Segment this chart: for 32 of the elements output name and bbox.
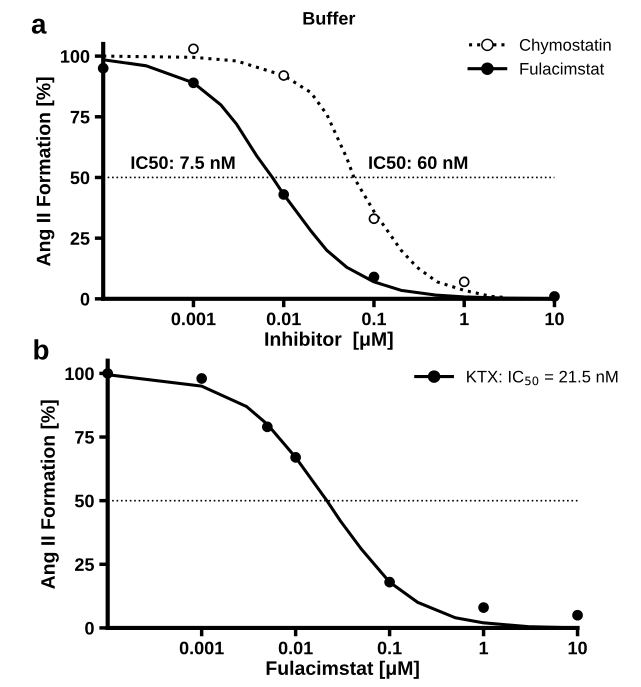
x-axis-title: Fulacimstat [μM]: [266, 660, 419, 679]
y-tick-label: 0: [85, 622, 94, 635]
x-tick-label: 0.001: [180, 642, 224, 654]
y-axis-title: Ang II Formation [%]: [40, 400, 59, 589]
y-tick-label: 50: [74, 494, 94, 508]
x-tick-label: 10: [546, 312, 564, 326]
y-tick-label: 0: [80, 292, 90, 306]
text: b: [34, 339, 48, 360]
x-tick-label: 0.01: [266, 312, 301, 326]
y-tick-label: 75: [75, 431, 94, 444]
x-axis-title: Inhibitor [μM]: [265, 332, 393, 350]
y-tick-label: 100: [61, 50, 90, 63]
chart-title: Buffer: [303, 11, 356, 25]
x-tick-label: 1: [460, 312, 469, 326]
x-tick-label: 10: [568, 642, 587, 654]
x-tick-label: 0.1: [378, 642, 402, 654]
y-tick-label: 100: [66, 367, 94, 380]
x-tick-label: 0.1: [362, 312, 386, 326]
y-tick-label: 75: [70, 110, 90, 124]
x-tick-label: 1: [480, 642, 488, 654]
legend-label: Chymostatin: [520, 38, 611, 54]
text: a: [32, 18, 47, 34]
annotation: IC50: 7.5 nM: [132, 156, 235, 170]
y-tick-label: 25: [75, 558, 94, 572]
y-tick-label: 25: [70, 232, 90, 245]
legend-label: KTX: IC$_{50}$ = 21.5 nM: [467, 370, 618, 386]
x-tick-label: 0.001: [172, 312, 216, 326]
y-axis-title: Ang II Formation [%]: [36, 77, 54, 266]
y-tick-label: 50: [70, 171, 90, 184]
annotation: IC50: 60 nM: [369, 156, 468, 170]
x-tick-label: 0.01: [278, 642, 313, 654]
legend-label: Fulacimstat: [520, 62, 604, 75]
